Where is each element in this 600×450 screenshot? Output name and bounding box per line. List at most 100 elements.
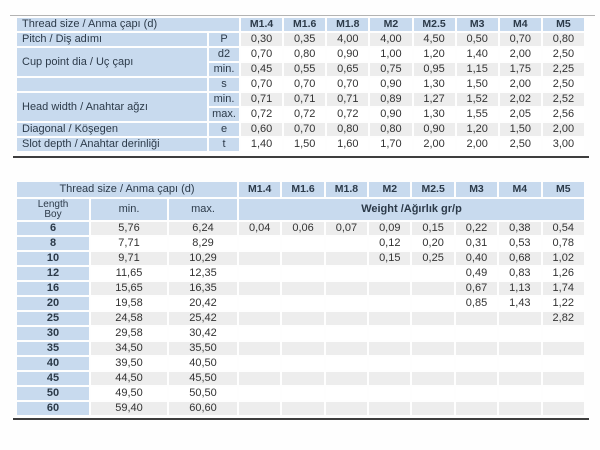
dimension-label: Head width / Anahtar ağzı: [17, 93, 207, 121]
dimension-value: 0,70: [241, 48, 283, 61]
dimension-value: 0,60: [241, 123, 283, 136]
dimension-value: 1,50: [284, 138, 326, 151]
max-column-header: max.: [169, 199, 238, 220]
weight-cell: [325, 282, 368, 295]
dimension-value: 2,25: [542, 63, 584, 76]
weight-cell: 2,82: [542, 312, 584, 325]
length-row: 60 59,40 60,60: [17, 402, 584, 415]
min-cell: 5,76: [91, 222, 167, 235]
min-cell: 11,65: [91, 267, 167, 280]
weight-cell: [282, 372, 324, 385]
dimension-value: 0,71: [327, 93, 369, 106]
max-cell: 12,35: [169, 267, 238, 280]
dimension-value: 2,05: [499, 108, 541, 121]
weight-cell: [412, 372, 454, 385]
column-header-m16: M1.6: [284, 18, 326, 31]
weight-cell: [239, 372, 281, 385]
weight-cell: [282, 342, 324, 355]
max-cell: 35,50: [169, 342, 238, 355]
weight-cell: [499, 387, 541, 400]
max-cell: 10,29: [169, 252, 238, 265]
weight-cell: [369, 297, 411, 310]
weight-cell: [455, 312, 498, 325]
dimension-value: 1,52: [456, 93, 498, 106]
length-cell: 30: [17, 327, 89, 340]
min-cell: 7,71: [91, 237, 167, 250]
weight-cell: [412, 402, 454, 415]
min-cell: 9,71: [91, 252, 167, 265]
dimension-value: 1,27: [413, 93, 455, 106]
weight-cell: [282, 312, 324, 325]
dimension-value: 2,00: [499, 48, 541, 61]
min-cell: 44,50: [91, 372, 167, 385]
weight-cell: [542, 327, 584, 340]
weight-cell: [369, 327, 411, 340]
length-cell: 10: [17, 252, 89, 265]
max-cell: 8,29: [169, 237, 238, 250]
weight-cell: [239, 327, 281, 340]
length-row: 6 5,76 6,24 0,04 0,06 0,07 0,09 0,15 0,22 0,38 0,5…: [17, 222, 584, 235]
dimension-row: Cup point dia / Uç çapı d2 0,70 0,80 0,90 1,0…: [17, 48, 584, 76]
dimension-value: 1,60: [327, 138, 369, 151]
column-header-m25: M2.5: [412, 182, 454, 197]
table2-bottom-rule: [13, 418, 589, 420]
dimension-value: 4,00: [370, 33, 412, 46]
weight-cell: [239, 297, 281, 310]
length-cell: 45: [17, 372, 89, 385]
weight-cell: [542, 402, 584, 415]
column-header-m14: M1.4: [239, 182, 281, 197]
weight-cell: [282, 252, 324, 265]
length-row: 10 9,71 10,29 0,15 0,25 0,40 0,68 1,02: [17, 252, 584, 265]
length-row: 30 29,58 30,42: [17, 327, 584, 340]
length-cell: 50: [17, 387, 89, 400]
dimension-value: 0,65: [327, 63, 369, 76]
min-cell: 34,50: [91, 342, 167, 355]
dimension-label: Diagonal / Köşegen: [17, 123, 207, 136]
weight-cell: 0,85: [455, 297, 498, 310]
dimension-row: Slot depth / Anahtar derinliği t 1,40 1,50 1…: [17, 138, 584, 151]
dimension-value: 3,00: [542, 138, 584, 151]
weight-cell: [412, 387, 454, 400]
dimension-value: 2,56: [542, 108, 584, 121]
weight-cell: [455, 402, 498, 415]
dimension-value: 0,90: [370, 108, 412, 121]
dimension-row: s 0,70 0,70 0,70 0,90 1,30 1,50 2,00 2,50: [17, 78, 584, 91]
weight-cell: [499, 402, 541, 415]
weight-cell: [282, 267, 324, 280]
max-cell: 60,60: [169, 402, 238, 415]
dimension-value: 4,50: [413, 33, 455, 46]
weight-cell: [455, 357, 498, 370]
weight-cell: [369, 387, 411, 400]
weight-cell: [325, 402, 368, 415]
weight-cell: [412, 327, 454, 340]
weight-cell: [412, 357, 454, 370]
dimension-value: 1,00: [370, 48, 412, 61]
dimension-value: 0,55: [284, 63, 326, 76]
table1-bottom-rule: [13, 156, 589, 158]
weight-cell: 0,83: [499, 267, 541, 280]
dimension-value: 0,71: [241, 93, 283, 106]
min-cell: 19,58: [91, 297, 167, 310]
min-column-header: min.: [91, 199, 167, 220]
weight-cell: [239, 387, 281, 400]
length-cell: 8: [17, 237, 89, 250]
top-rule: [10, 15, 595, 16]
length-cell: 16: [17, 282, 89, 295]
weight-cell: [239, 402, 281, 415]
weight-cell: 0,22: [455, 222, 498, 235]
min-cell: 59,40: [91, 402, 167, 415]
dimension-value: 1,50: [456, 78, 498, 91]
dimension-value: 0,70: [327, 78, 369, 91]
weight-cell: [412, 342, 454, 355]
weight-cell: 0,12: [369, 237, 411, 250]
dimension-value: 2,50: [542, 48, 584, 61]
weight-cell: [542, 342, 584, 355]
weight-cell: 0,38: [499, 222, 541, 235]
weight-cell: 0,20: [412, 237, 454, 250]
weight-cell: [369, 267, 411, 280]
length-column-header: Length Boy: [17, 199, 89, 220]
length-cell: 60: [17, 402, 89, 415]
column-header-m5: M5: [542, 18, 584, 31]
weight-cell: [412, 312, 454, 325]
dimension-value: 2,52: [542, 93, 584, 106]
